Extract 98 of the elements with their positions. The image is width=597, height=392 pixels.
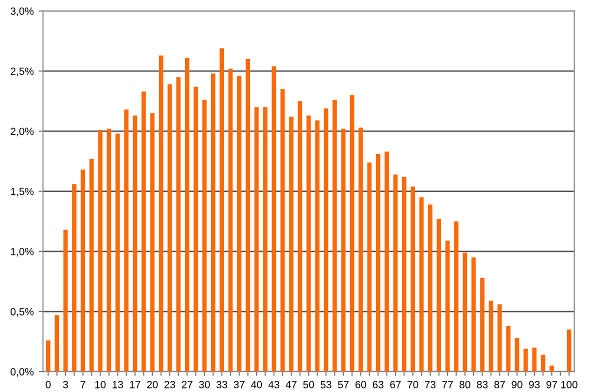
y-tick-label: 2,5% [10, 68, 34, 76]
bar [202, 100, 207, 372]
bar [158, 55, 164, 372]
x-tick-label: 80 [460, 380, 470, 388]
bar [324, 108, 328, 372]
x-tick-label: 53 [320, 380, 332, 388]
y-tick-label: 3,0% [10, 7, 34, 16]
x-tick-label: 57 [338, 381, 349, 388]
bar [272, 66, 276, 372]
bar [298, 101, 302, 372]
x-tick-label: 7 [80, 381, 86, 388]
bar [367, 162, 372, 372]
bar [480, 278, 484, 372]
bar [46, 340, 50, 372]
x-tick-label: 0 [46, 380, 51, 388]
bar [54, 315, 60, 372]
x-tick-label: 83 [476, 380, 488, 388]
bar [419, 197, 424, 372]
bar [358, 128, 363, 372]
x-tick-label: 17 [130, 381, 140, 388]
bar [98, 130, 102, 372]
bar [246, 59, 250, 372]
x-tick-label: 13 [112, 380, 123, 388]
bar [237, 76, 242, 372]
bar [306, 116, 311, 372]
bar [150, 113, 155, 372]
x-tick-label: 93 [529, 380, 540, 388]
bar [220, 48, 224, 372]
bar [384, 152, 389, 372]
bar [506, 326, 510, 372]
bar [550, 366, 554, 372]
bar [532, 348, 537, 372]
x-tick-label: 70 [408, 380, 418, 388]
bar [341, 128, 346, 372]
bar [540, 354, 546, 372]
bar [428, 204, 432, 372]
bar [566, 330, 572, 372]
x-tick-label: 97 [546, 380, 558, 388]
x-tick-label: 47 [286, 381, 297, 388]
bar [176, 77, 181, 372]
bar [115, 134, 120, 372]
x-tick-label: 50 [303, 380, 314, 388]
x-tick-label: 37 [234, 380, 244, 388]
bar [89, 158, 94, 372]
bar [80, 170, 86, 372]
bar [410, 186, 415, 372]
bar [488, 300, 494, 372]
bar [254, 107, 259, 372]
x-tick-label: 23 [164, 380, 176, 388]
bar [280, 89, 285, 372]
bar [168, 84, 172, 372]
bar [124, 110, 128, 372]
x-tick-label: 100 [561, 380, 578, 388]
x-tick-label: 3 [63, 380, 68, 388]
y-tick-label: 2,0% [10, 128, 34, 136]
x-tick-label: 67 [390, 380, 401, 388]
bar [228, 68, 233, 372]
x-tick-label: 27 [182, 380, 192, 388]
bar [376, 154, 380, 372]
bar [462, 252, 468, 372]
bar [194, 86, 198, 372]
bar [350, 95, 354, 372]
x-tick-label: 90 [512, 380, 522, 388]
bar [132, 116, 138, 372]
x-tick-label: 60 [355, 380, 366, 388]
bar [497, 304, 502, 372]
bar [332, 100, 337, 372]
x-tick-label: 33 [216, 380, 228, 388]
bar [63, 230, 68, 372]
y-tick-label: 0,0% [10, 368, 34, 377]
bar [514, 338, 520, 372]
x-tick-label: 10 [95, 380, 106, 388]
bar [106, 128, 112, 372]
bar [402, 176, 406, 372]
bar [436, 218, 442, 372]
bar [471, 257, 476, 372]
bar [142, 92, 146, 372]
bar [315, 120, 320, 372]
bar [289, 116, 294, 372]
bar [524, 348, 528, 372]
x-tick-label: 87 [494, 380, 505, 388]
x-tick-label: 30 [199, 380, 210, 388]
x-tick-label: 43 [268, 380, 280, 388]
y-tick-label: 0,5% [10, 308, 34, 317]
bar [454, 221, 458, 372]
bar [184, 58, 190, 372]
bar [393, 174, 398, 372]
x-tick-label: 73 [424, 380, 436, 388]
x-tick-label: 77 [442, 381, 453, 388]
x-tick-label: 63 [372, 380, 384, 388]
bar [445, 240, 450, 372]
y-tick-label: 1,5% [11, 188, 34, 196]
x-tick-label: 40 [251, 380, 262, 388]
x-tick-label: 20 [147, 380, 158, 388]
y-tick-label: 1,0% [11, 248, 34, 257]
bar [72, 184, 76, 372]
bar [263, 107, 268, 372]
bar [210, 73, 216, 372]
